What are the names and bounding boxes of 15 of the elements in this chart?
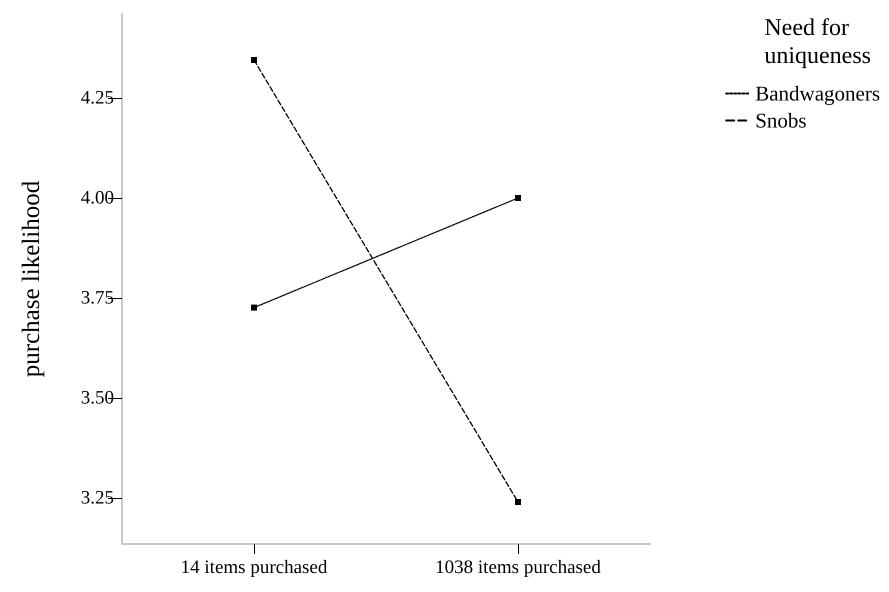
y-axis-title: purchase likelihood <box>18 180 45 378</box>
point <box>251 57 257 63</box>
legend-label: Bandwagoners <box>755 82 880 106</box>
legend-label: Snobs <box>755 108 807 132</box>
y-tick-label: 3.75 <box>80 288 114 308</box>
point <box>515 195 521 201</box>
y-tick-label: 4.25 <box>80 88 114 108</box>
legend-title: Need for uniqueness <box>764 15 872 69</box>
y-tick-label: 4.00 <box>80 188 114 208</box>
y-tick-label: 3.25 <box>80 488 114 508</box>
point <box>515 499 521 505</box>
x-tick-label: 1038 items purchased <box>435 557 602 578</box>
y-tick-label: 3.50 <box>80 388 114 408</box>
point <box>251 304 257 311</box>
x-tick-label: 14 items purchased <box>180 557 328 578</box>
